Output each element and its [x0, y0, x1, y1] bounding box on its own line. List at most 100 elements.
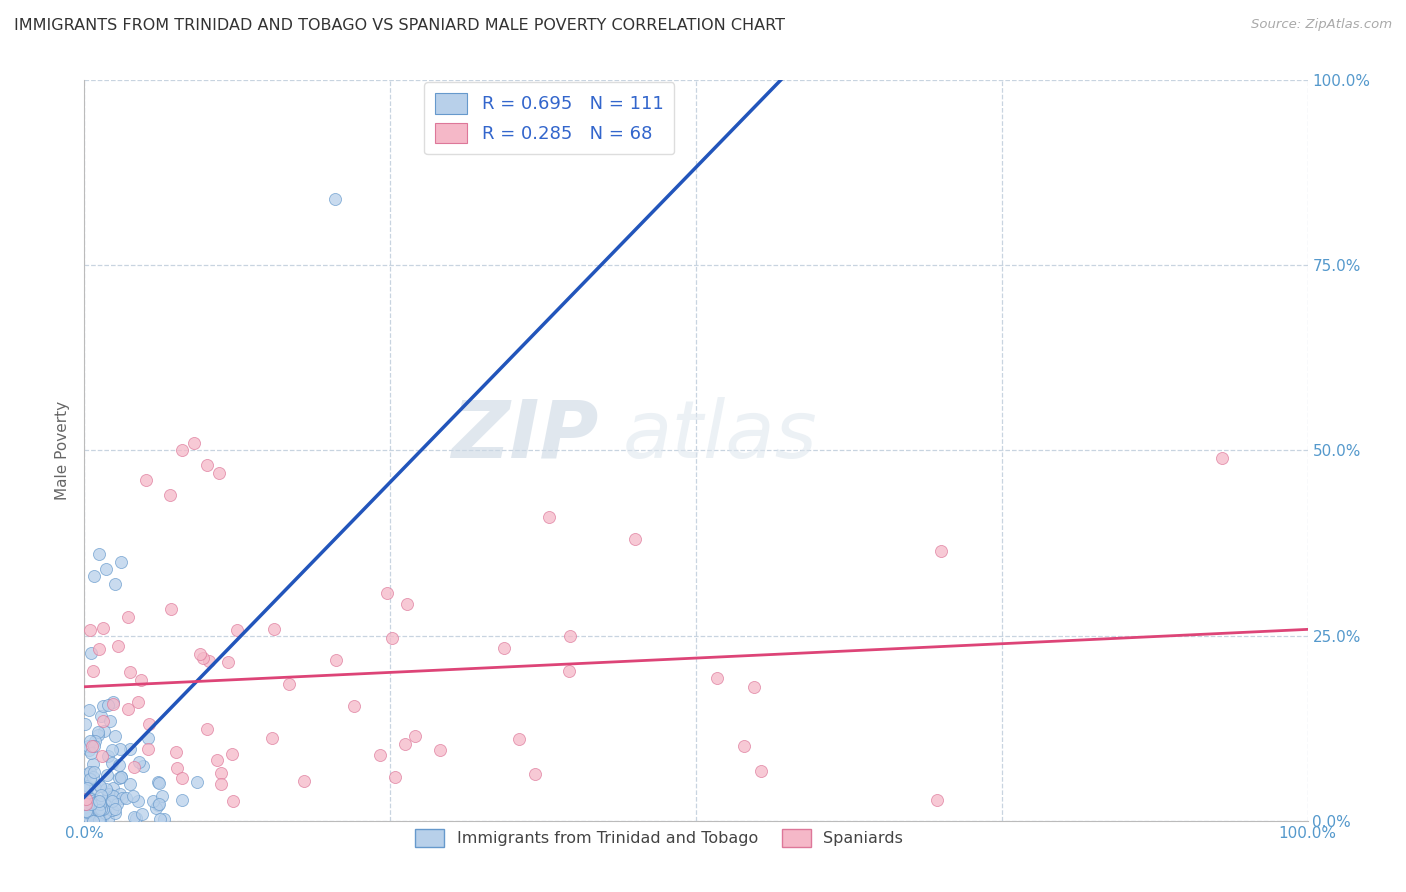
Point: [120, 777, 142, 791]
Point: [80, 797, 103, 811]
Point: [101, 794, 124, 808]
Point: [97, 748, 120, 763]
Point: [193, 651, 215, 665]
Point: [172, 443, 194, 458]
Point: [82, 665, 104, 679]
Point: [122, 810, 145, 824]
Point: [150, 789, 173, 803]
Point: [205, 753, 228, 767]
Point: [146, 798, 169, 813]
Point: [89, 813, 111, 827]
Point: [89, 795, 111, 809]
Point: [217, 655, 239, 669]
Point: [198, 654, 221, 668]
Point: [131, 807, 153, 822]
Point: [90, 789, 112, 803]
Point: [118, 741, 141, 756]
Point: [135, 473, 157, 487]
Point: [221, 747, 243, 761]
Point: [195, 722, 218, 736]
Point: [80, 646, 103, 660]
Point: [77, 743, 100, 757]
Point: [87, 803, 110, 817]
Point: [83, 569, 105, 583]
Point: [195, 458, 218, 473]
Point: [429, 743, 451, 757]
Point: [110, 555, 132, 569]
Point: [94, 806, 117, 821]
Point: [104, 729, 127, 743]
Point: [104, 805, 127, 820]
Point: [76, 767, 98, 781]
Point: [98, 714, 121, 729]
Point: [149, 812, 172, 826]
Point: [91, 714, 114, 728]
Point: [208, 466, 231, 480]
Point: [75, 804, 97, 818]
Point: [82, 808, 104, 822]
Point: [165, 745, 187, 759]
Point: [129, 673, 152, 687]
Point: [138, 731, 160, 745]
Point: [97, 812, 120, 826]
Point: [86, 813, 108, 827]
Point: [76, 805, 98, 820]
Point: [226, 624, 249, 638]
Point: [98, 787, 121, 801]
Point: [278, 677, 301, 691]
Point: [97, 787, 120, 801]
Point: [122, 759, 145, 773]
Point: [524, 766, 547, 780]
Point: [343, 699, 366, 714]
Point: [90, 708, 112, 723]
Point: [101, 742, 124, 756]
Point: [145, 801, 167, 815]
Point: [79, 772, 101, 787]
Point: [148, 776, 170, 790]
Point: [89, 801, 111, 815]
Point: [558, 629, 581, 643]
Point: [96, 767, 118, 781]
Point: [127, 695, 149, 709]
Text: IMMIGRANTS FROM TRINIDAD AND TOBAGO VS SPANIARD MALE POVERTY CORRELATION CHART: IMMIGRANTS FROM TRINIDAD AND TOBAGO VS S…: [14, 18, 785, 33]
Point: [142, 794, 165, 808]
Point: [108, 787, 131, 801]
Point: [128, 755, 150, 769]
Point: [82, 792, 104, 806]
Text: atlas: atlas: [623, 397, 817, 475]
Point: [263, 622, 285, 636]
Point: [107, 639, 129, 653]
Point: [929, 543, 952, 558]
Point: [89, 813, 111, 827]
Point: [79, 765, 101, 780]
Point: [108, 742, 131, 756]
Point: [146, 775, 169, 789]
Legend: Immigrants from Trinidad and Tobago, Spaniards: Immigrants from Trinidad and Tobago, Spa…: [409, 822, 910, 854]
Point: [82, 770, 104, 784]
Point: [89, 780, 111, 794]
Point: [159, 488, 181, 502]
Point: [396, 597, 419, 611]
Point: [101, 698, 124, 712]
Point: [209, 765, 232, 780]
Point: [96, 698, 118, 713]
Point: [153, 812, 176, 826]
Point: [82, 757, 104, 772]
Point: [75, 797, 97, 812]
Point: [138, 717, 160, 731]
Point: [368, 747, 391, 762]
Point: [292, 774, 315, 789]
Point: [75, 797, 97, 811]
Point: [83, 797, 105, 811]
Point: [1211, 450, 1233, 465]
Point: [108, 771, 131, 785]
Point: [117, 702, 139, 716]
Point: [79, 624, 101, 638]
Point: [183, 436, 205, 450]
Point: [75, 802, 97, 816]
Point: [82, 739, 104, 754]
Point: [733, 739, 755, 753]
Point: [89, 778, 111, 792]
Point: [558, 665, 581, 679]
Point: [91, 809, 114, 823]
